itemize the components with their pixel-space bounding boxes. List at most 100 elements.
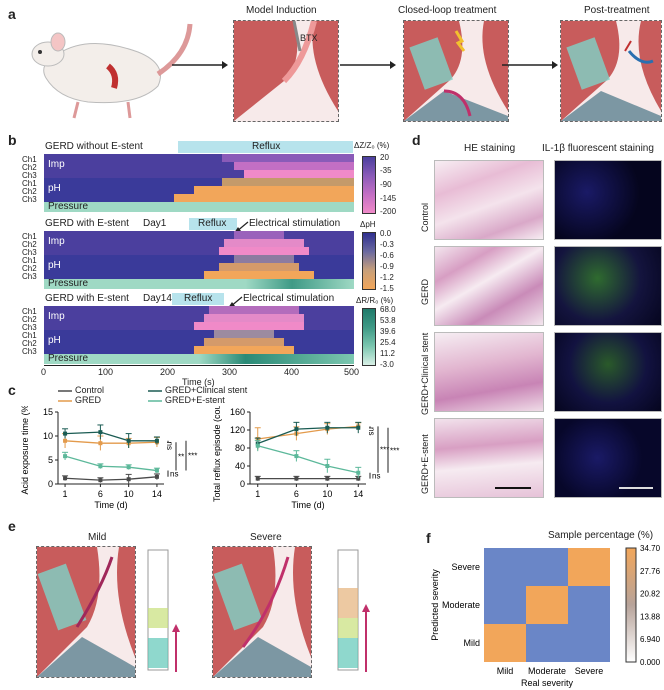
reflux-ytick-label: 160 — [230, 407, 245, 417]
arrow-3-icon — [502, 61, 558, 69]
heatmap-cell — [526, 624, 568, 662]
b1-ph-ch3: Ch3 — [22, 195, 37, 204]
legend-swatch-control — [58, 390, 72, 392]
reflux-xlabel: Time (d) — [291, 500, 324, 510]
b3-stim-label: Electrical stimulation — [243, 293, 335, 304]
he-control-image — [434, 160, 544, 240]
heatmap-colorbar-tick: 0.000 — [640, 658, 661, 667]
cb3-title: ΔR/R₀ (%) — [356, 296, 394, 305]
cb1-t4: -200 — [380, 207, 397, 216]
reflux-ytick-label: 0 — [240, 479, 245, 489]
acid-data-point — [98, 441, 103, 446]
b3-ch3: Ch3 — [22, 323, 37, 332]
severe-stent-icon — [337, 549, 370, 672]
cb3-t4: 11.2 — [380, 349, 395, 358]
reflux-xtick-label: 6 — [294, 489, 299, 499]
b2-pressure-bar: Pressure — [44, 279, 354, 289]
cb2 — [362, 232, 376, 290]
b3-pressure-bar: Pressure — [44, 354, 354, 364]
reflux-data-point — [356, 476, 361, 481]
b1-pressure-label: Pressure — [48, 202, 89, 212]
cb2-t4: -1.2 — [380, 273, 394, 282]
heatmap-ytick-label: Severe — [451, 562, 480, 572]
acid-ytick-label: 0 — [48, 479, 53, 489]
d-row-estent: GERD+E-stent — [420, 434, 430, 494]
acid-xtick-label: 6 — [98, 489, 103, 499]
step-post-treatment: Post-treatment — [584, 5, 650, 16]
heatmap-cell — [568, 624, 610, 662]
il1b-clinical-image — [554, 332, 662, 412]
b2-ch1: Ch1 — [22, 232, 37, 241]
step-model-induction: Model Induction — [246, 5, 317, 16]
b3-imp-label: Imp — [48, 311, 65, 322]
cb2-t3: -0.9 — [380, 262, 394, 271]
panel-label-b: b — [8, 132, 17, 148]
heatmap-colorbar — [625, 547, 637, 663]
reflux-data-point — [294, 427, 299, 432]
btx-label: BTX — [300, 33, 318, 43]
b1-imp-label: Imp — [48, 159, 65, 170]
b1-reflux-label: Reflux — [252, 141, 281, 152]
e-mild-title: Mild — [88, 532, 107, 543]
cb2-t2: -0.6 — [380, 251, 394, 260]
b2-ch3: Ch3 — [22, 248, 37, 257]
reflux-xtick-label: 1 — [255, 489, 260, 499]
acid-xtick-label: 1 — [63, 489, 68, 499]
panel-label-c: c — [8, 382, 16, 398]
b1-imp-heatmap: Imp — [44, 154, 354, 178]
acid-data-point — [63, 431, 68, 436]
b3-reflux-band — [172, 293, 224, 305]
reflux-sig-label: *** — [390, 446, 399, 455]
cb2-title: ΔpH — [360, 220, 376, 229]
il1b-control-image — [554, 160, 662, 240]
he-estent-image — [434, 418, 544, 498]
b2-imp-label: Imp — [48, 236, 65, 247]
d-row-control: Control — [420, 202, 430, 232]
b-xtick-2: 200 — [160, 367, 176, 377]
cb3-t2: 39.6 — [380, 327, 396, 336]
b1-ch2: Ch2 — [22, 163, 37, 172]
acid-data-point — [63, 454, 68, 459]
cb3-t5: -3.0 — [380, 360, 394, 369]
b1-ph-ch2: Ch2 — [22, 187, 37, 196]
panel-label-e: e — [8, 518, 16, 534]
legend-clinical: GRED+Clinical stent — [165, 385, 248, 395]
cb3-t3: 25.4 — [380, 338, 396, 347]
post-treatment-image — [560, 20, 662, 122]
reflux-data-point — [294, 476, 299, 481]
reflux-data-point — [356, 470, 361, 475]
b-xtick-1: 100 — [98, 367, 114, 377]
heatmap-colorbar-tick: 6.940 — [640, 635, 661, 644]
cb1-t2: -90 — [380, 180, 392, 189]
f-title: Sample percentage (%) — [548, 530, 654, 541]
reflux-episode-chart: 0 40 80 120 160 1 6 10 14 Time (d) Total reflux ep… — [212, 406, 399, 510]
b1-ph-heatmap: pH — [44, 178, 354, 202]
b3-ph-ch1: Ch1 — [22, 331, 37, 340]
acid-data-point — [98, 430, 103, 435]
acid-xtick-label: 10 — [124, 489, 134, 499]
reflux-data-point — [294, 454, 299, 459]
acid-ytick-label: 15 — [43, 407, 53, 417]
heatmap-xtick-label: Mild — [497, 666, 514, 676]
b2-ph-ch2: Ch2 — [22, 264, 37, 273]
b-x-axis — [44, 365, 354, 366]
legend-estent: GRED+E-stent — [165, 395, 225, 405]
b2-ph-ch1: Ch1 — [22, 256, 37, 265]
b2-reflux-label: Reflux — [198, 218, 227, 229]
b1-ph-ch1: Ch1 — [22, 179, 37, 188]
cb1 — [362, 156, 376, 214]
acid-data-point — [98, 478, 103, 483]
heatmap-ytick-label: Mild — [463, 638, 480, 648]
e-severe-title: Severe — [250, 532, 282, 543]
heatmap-cell — [484, 624, 526, 662]
b2-ph-label: pH — [48, 260, 61, 271]
acid-data-point — [154, 438, 159, 443]
arrow-1-icon — [172, 61, 228, 69]
acid-sig-label: ns — [165, 442, 174, 450]
cb1-t3: -145 — [380, 194, 397, 203]
b2-title: GERD with E-stent — [45, 218, 129, 229]
b3-ch1: Ch1 — [22, 307, 37, 316]
acid-data-point — [98, 464, 103, 469]
reflux-ytick-label: 40 — [235, 461, 245, 471]
acid-sig-label: *** — [188, 452, 197, 461]
